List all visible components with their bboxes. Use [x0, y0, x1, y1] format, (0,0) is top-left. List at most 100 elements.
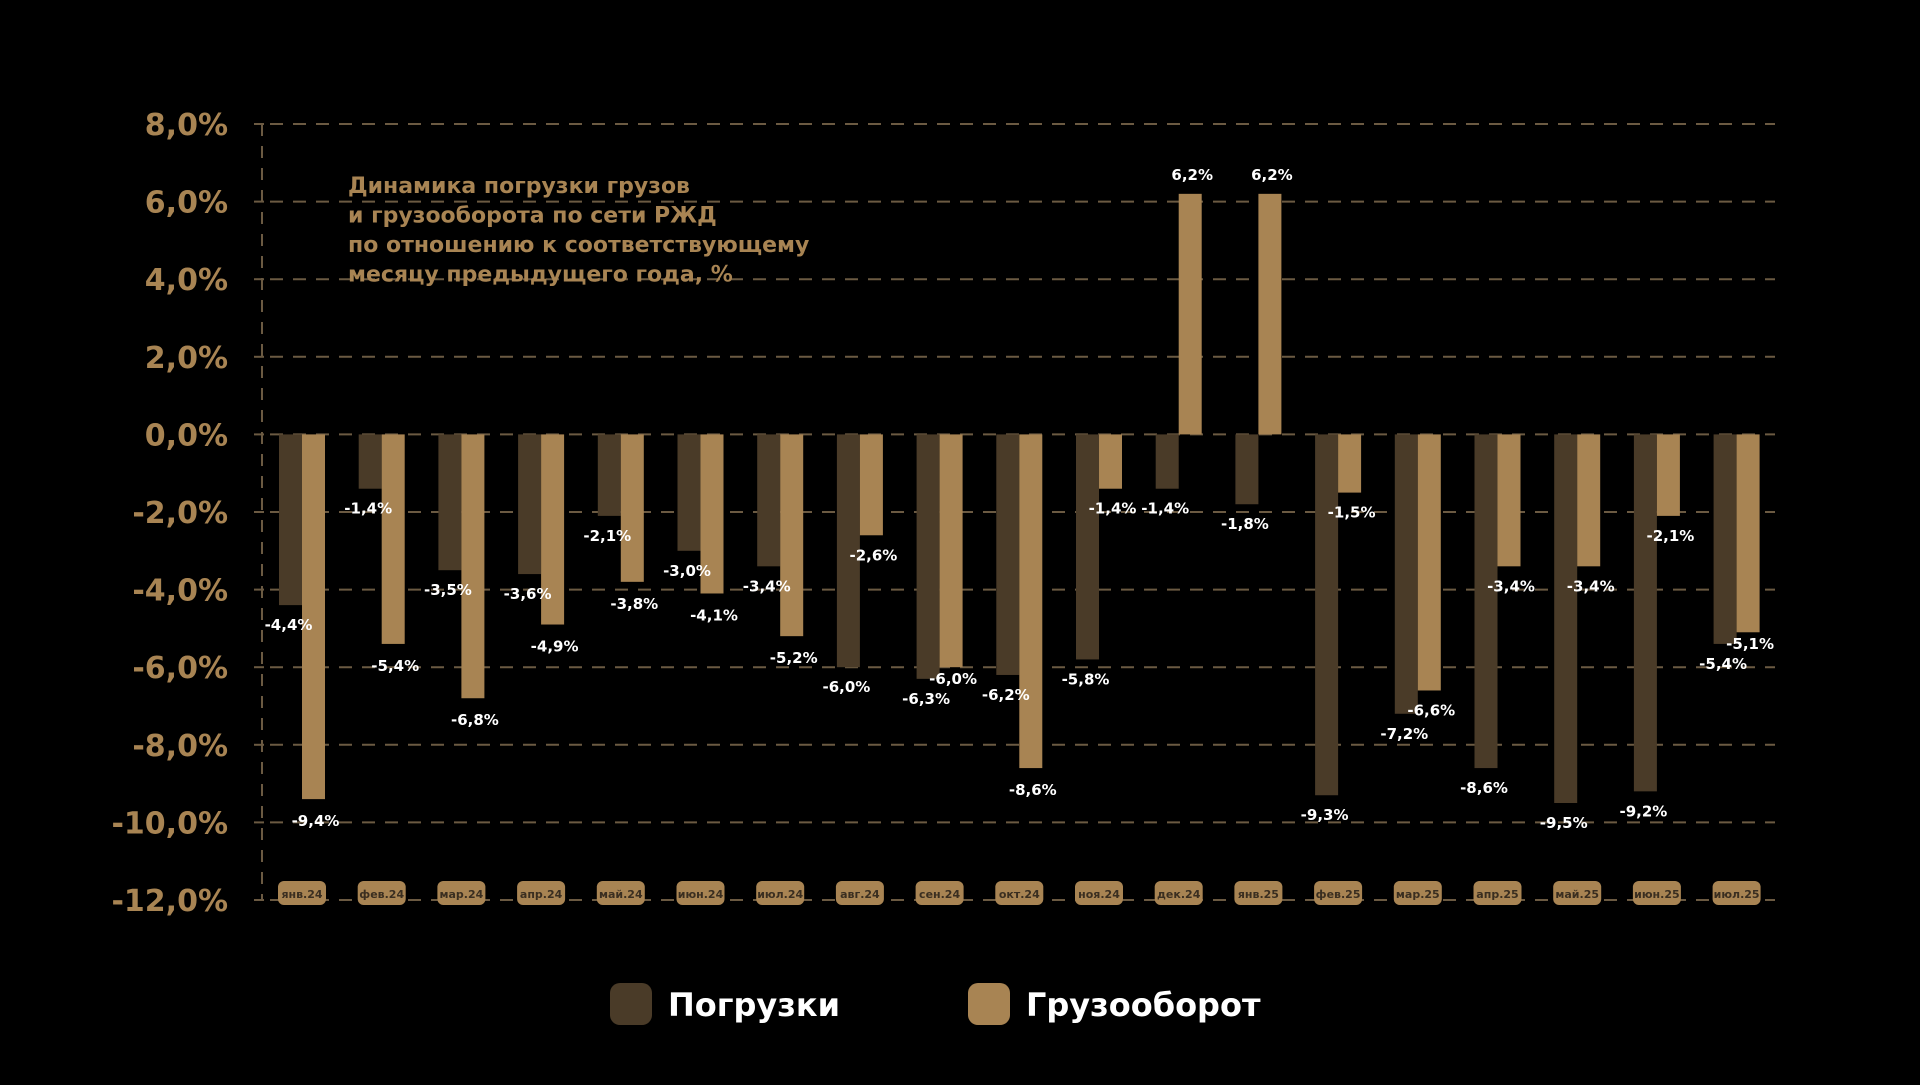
bar-pogruzki [677, 434, 701, 551]
value-label-gruzooborot: -1,4% [1089, 500, 1137, 518]
y-tick-label: -8,0% [132, 729, 228, 764]
x-tick-pill [1393, 881, 1442, 905]
y-tick-label: -12,0% [111, 884, 228, 919]
x-tick-pill [437, 881, 486, 905]
value-label-gruzooborot: -9,4% [292, 812, 340, 830]
value-label-gruzooborot: -3,8% [610, 595, 658, 613]
value-label-pogruzki: -1,8% [1221, 515, 1269, 533]
x-tick-pill [756, 881, 805, 905]
value-label-gruzooborot: 6,2% [1251, 166, 1293, 184]
bar-pogruzki [1474, 434, 1498, 769]
bar-pogruzki [597, 434, 621, 516]
x-tick-label: янв.25 [1238, 888, 1279, 901]
bar-pogruzki [757, 434, 781, 567]
chart-title-line: Динамика погрузки грузов [348, 174, 690, 199]
x-tick-pill [1314, 881, 1363, 905]
bar-gruzooborot [1417, 434, 1441, 691]
bar-gruzooborot [859, 434, 883, 536]
x-tick-label: май.25 [1555, 888, 1599, 901]
value-label-pogruzki: -3,6% [504, 585, 552, 603]
value-label-pogruzki: -8,6% [1460, 779, 1508, 797]
value-label-pogruzki: -2,1% [583, 527, 631, 545]
x-tick-pill [1712, 881, 1761, 905]
bar-pogruzki [1155, 434, 1179, 489]
legend-label: Погрузки [668, 986, 840, 1024]
bar-pogruzki [1633, 434, 1657, 792]
legend-swatch [610, 983, 652, 1025]
value-label-gruzooborot: -5,2% [770, 649, 818, 667]
value-label-gruzooborot: -6,8% [451, 711, 499, 729]
legend-label: Грузооборот [1026, 986, 1261, 1024]
bar-gruzooborot [1019, 434, 1043, 769]
bar-gruzooborot [1656, 434, 1680, 516]
value-label-pogruzki: -9,2% [1619, 802, 1667, 820]
x-tick-pill [278, 881, 326, 905]
bar-gruzooborot [1178, 193, 1202, 435]
bar-pogruzki [996, 434, 1020, 675]
x-tick-label: июн.25 [1634, 888, 1680, 901]
value-label-gruzooborot: -1,5% [1328, 504, 1376, 522]
x-tick-pill [1473, 881, 1522, 905]
value-label-gruzooborot: -3,4% [1487, 577, 1535, 595]
value-label-gruzooborot: 6,2% [1171, 166, 1213, 184]
value-label-gruzooborot: -6,0% [929, 670, 977, 688]
x-tick-pill [915, 881, 964, 905]
bar-pogruzki [1394, 434, 1418, 714]
x-tick-pill [676, 881, 725, 905]
value-label-pogruzki: -5,4% [1699, 655, 1747, 673]
x-tick-pill [1553, 881, 1602, 905]
bar-pogruzki [1076, 434, 1099, 660]
x-tick-label: янв.24 [281, 888, 322, 901]
bar-gruzooborot [1736, 434, 1760, 633]
grid-layer [254, 123, 1775, 901]
x-tick-pill [1632, 881, 1681, 905]
x-tick-label: июл.25 [1714, 888, 1760, 901]
bar-gruzooborot [780, 434, 804, 637]
x-axis: янв.24 фев.24 мар.24 апр.24 май.24 июн.24 июл.… [278, 881, 1761, 905]
x-tick-label: май.24 [599, 888, 643, 901]
x-tick-pill [517, 881, 566, 905]
value-label-pogruzki: -1,4% [344, 500, 392, 518]
value-label-pogruzki: -9,5% [1540, 814, 1588, 832]
y-tick-label: -10,0% [111, 806, 228, 841]
bar-pogruzki [358, 434, 382, 489]
x-tick-label: ноя.24 [1078, 888, 1120, 901]
x-tick-pill [1234, 881, 1283, 905]
value-label-pogruzki: -6,0% [822, 678, 870, 696]
bar-gruzooborot [620, 434, 644, 582]
bar-pogruzki [279, 434, 302, 606]
chart-title-line: месяцу предыдущего года, % [348, 263, 733, 288]
chart-title-line: и грузооборота по сети РЖД [348, 204, 717, 229]
x-tick-pill [357, 881, 406, 905]
y-tick-label: -2,0% [132, 496, 228, 531]
y-tick-label: 2,0% [145, 341, 228, 376]
bar-gruzooborot [541, 434, 565, 625]
x-tick-label: апр.25 [1476, 888, 1518, 901]
bar-pogruzki [916, 434, 940, 679]
bar-gruzooborot [461, 434, 485, 699]
bar-pogruzki [1235, 434, 1259, 505]
value-label-gruzooborot: -2,6% [849, 546, 897, 564]
bar-pogruzki [836, 434, 860, 668]
bar-gruzooborot [1497, 434, 1521, 567]
bar-pogruzki [438, 434, 462, 571]
y-tick-label: 6,0% [145, 186, 228, 221]
value-label-gruzooborot: -4,9% [531, 638, 579, 656]
x-tick-label: фев.24 [359, 888, 404, 901]
value-label-pogruzki: -3,4% [743, 577, 791, 595]
x-tick-pill [596, 881, 645, 905]
legend-swatch [968, 983, 1010, 1025]
value-labels-layer: -4,4% -9,4% -1,4% -5,4% -3,5% -6,8% -3,6% -4,9%… [265, 166, 1774, 832]
bar-pogruzki [518, 434, 542, 575]
bar-pogruzki [1315, 434, 1339, 796]
bar-gruzooborot [939, 434, 963, 668]
x-tick-label: мар.24 [440, 888, 484, 901]
x-tick-label: дек.24 [1157, 888, 1201, 901]
y-tick-label: -6,0% [132, 651, 228, 686]
chart-title-line: по отношению к соответствующему [348, 233, 809, 258]
value-label-gruzooborot: -6,6% [1407, 701, 1455, 719]
x-tick-label: фев.25 [1316, 888, 1361, 901]
value-label-pogruzki: -9,3% [1301, 806, 1349, 824]
